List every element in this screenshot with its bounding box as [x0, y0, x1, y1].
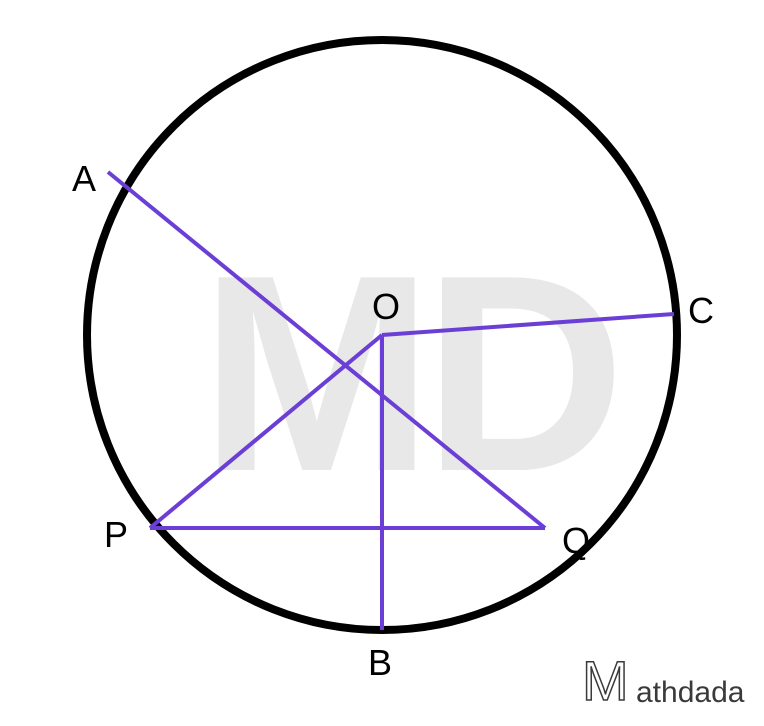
label-q: Q [562, 520, 590, 562]
label-c: C [688, 290, 714, 332]
label-p: P [104, 514, 128, 556]
logo-m-outline: M [582, 649, 629, 712]
label-o: O [372, 286, 400, 328]
label-b: B [368, 642, 392, 684]
diagram-canvas: MD M [0, 0, 764, 726]
logo-suffix: athdada [636, 676, 744, 710]
label-a: A [72, 158, 96, 200]
watermark-md: MD [200, 218, 616, 530]
